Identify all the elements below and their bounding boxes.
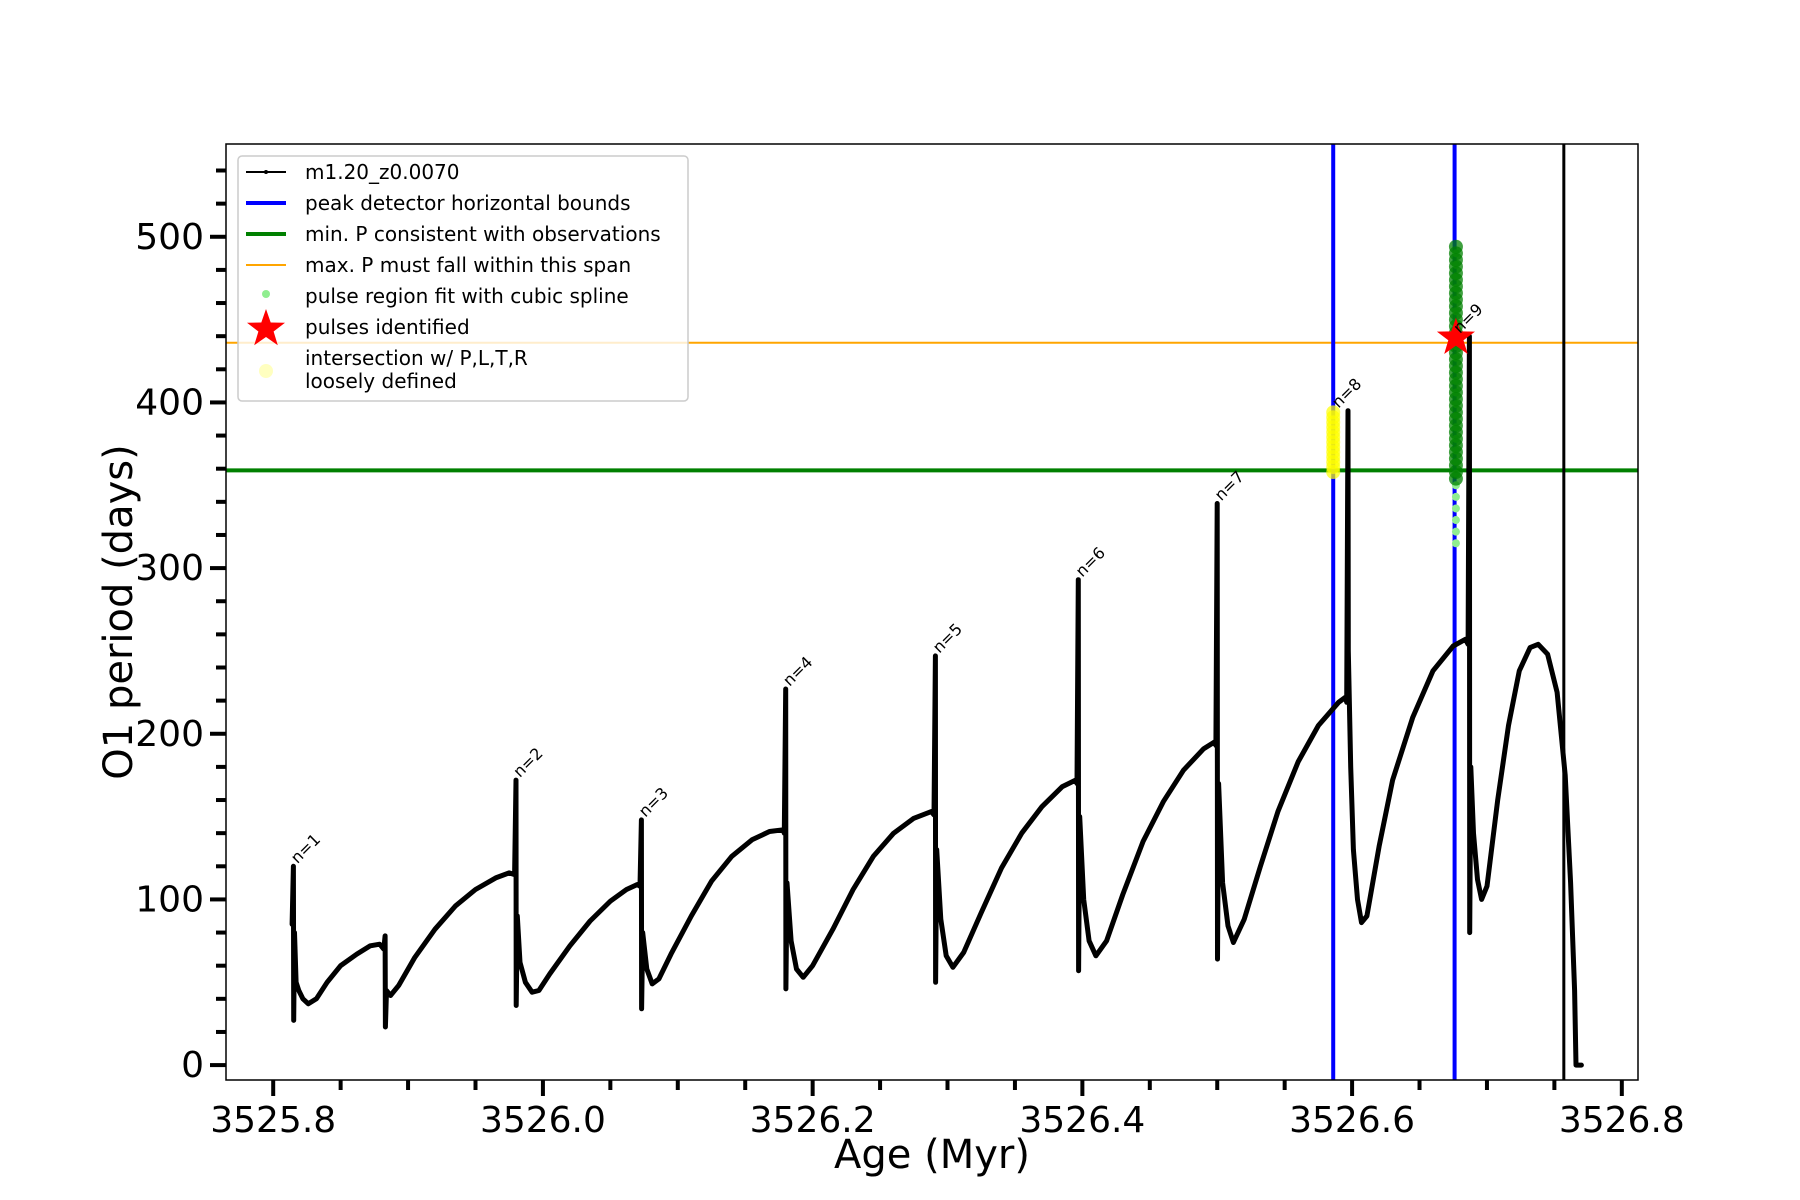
x-axis-title: Age (Myr) [834, 1132, 1030, 1178]
legend-entry: pulse region fit with cubic spline [262, 284, 629, 308]
legend-label: max. P must fall within this span [305, 253, 631, 277]
x-tick-label: 3526.4 [1019, 1100, 1145, 1141]
y-tick-label: 200 [135, 714, 204, 755]
pulse-label: n=5 [929, 619, 966, 656]
consistent-point [1448, 239, 1463, 254]
legend-dot-icon [264, 170, 268, 174]
legend-entry: peak detector horizontal bounds [246, 191, 631, 215]
legend-entry: max. P must fall within this span [246, 253, 631, 277]
legend-dot-icon [259, 364, 273, 378]
legend-label: intersection w/ P,L,T,R [305, 346, 528, 370]
spline-point [1451, 516, 1460, 525]
x-tick-label: 3526.2 [750, 1100, 876, 1141]
x-tick-label: 3525.8 [210, 1100, 336, 1141]
spline-point [1451, 527, 1460, 536]
legend-label: pulses identified [305, 315, 470, 339]
legend-dot-icon [262, 290, 270, 298]
legend-label: min. P consistent with observations [305, 222, 661, 246]
y-tick-label: 300 [135, 548, 204, 589]
pulse-label: n=2 [509, 744, 546, 781]
pulse-label: n=6 [1072, 543, 1109, 580]
y-tick-label: 100 [135, 879, 204, 920]
x-tick-label: 3526.8 [1559, 1100, 1685, 1141]
legend-label: m1.20_z0.0070 [305, 160, 460, 184]
legend-entry: pulses identified [247, 309, 470, 346]
y-axis-title: O1 period (days) [96, 444, 142, 779]
spline-point [1451, 492, 1460, 501]
pulse-label: n=7 [1211, 467, 1248, 504]
pulse-label: n=3 [635, 783, 672, 820]
y-tick-label: 0 [181, 1045, 204, 1086]
legend-label: peak detector horizontal bounds [305, 191, 631, 215]
loose-intersection-point [1326, 405, 1341, 420]
pulse-identified-star [1436, 317, 1475, 354]
y-tick-label: 500 [135, 217, 204, 258]
spline-point [1451, 539, 1460, 548]
series-line [289, 333, 1584, 1068]
pulse-label: n=4 [779, 653, 816, 690]
legend-entry: min. P consistent with observations [246, 222, 661, 246]
legend-star-icon [247, 309, 285, 346]
plot-frame [225, 143, 1639, 1081]
legend-label: pulse region fit with cubic spline [305, 284, 629, 308]
legend-label-line2: loosely defined [305, 369, 457, 393]
legend-entry: m1.20_z0.0070 [246, 160, 460, 184]
y-tick-label: 400 [135, 382, 204, 423]
pulse-label: n=1 [287, 830, 324, 867]
x-tick-label: 3526.0 [480, 1100, 606, 1141]
legend-box [237, 155, 689, 402]
spline-point [1451, 504, 1460, 513]
x-tick-label: 3526.6 [1289, 1100, 1415, 1141]
